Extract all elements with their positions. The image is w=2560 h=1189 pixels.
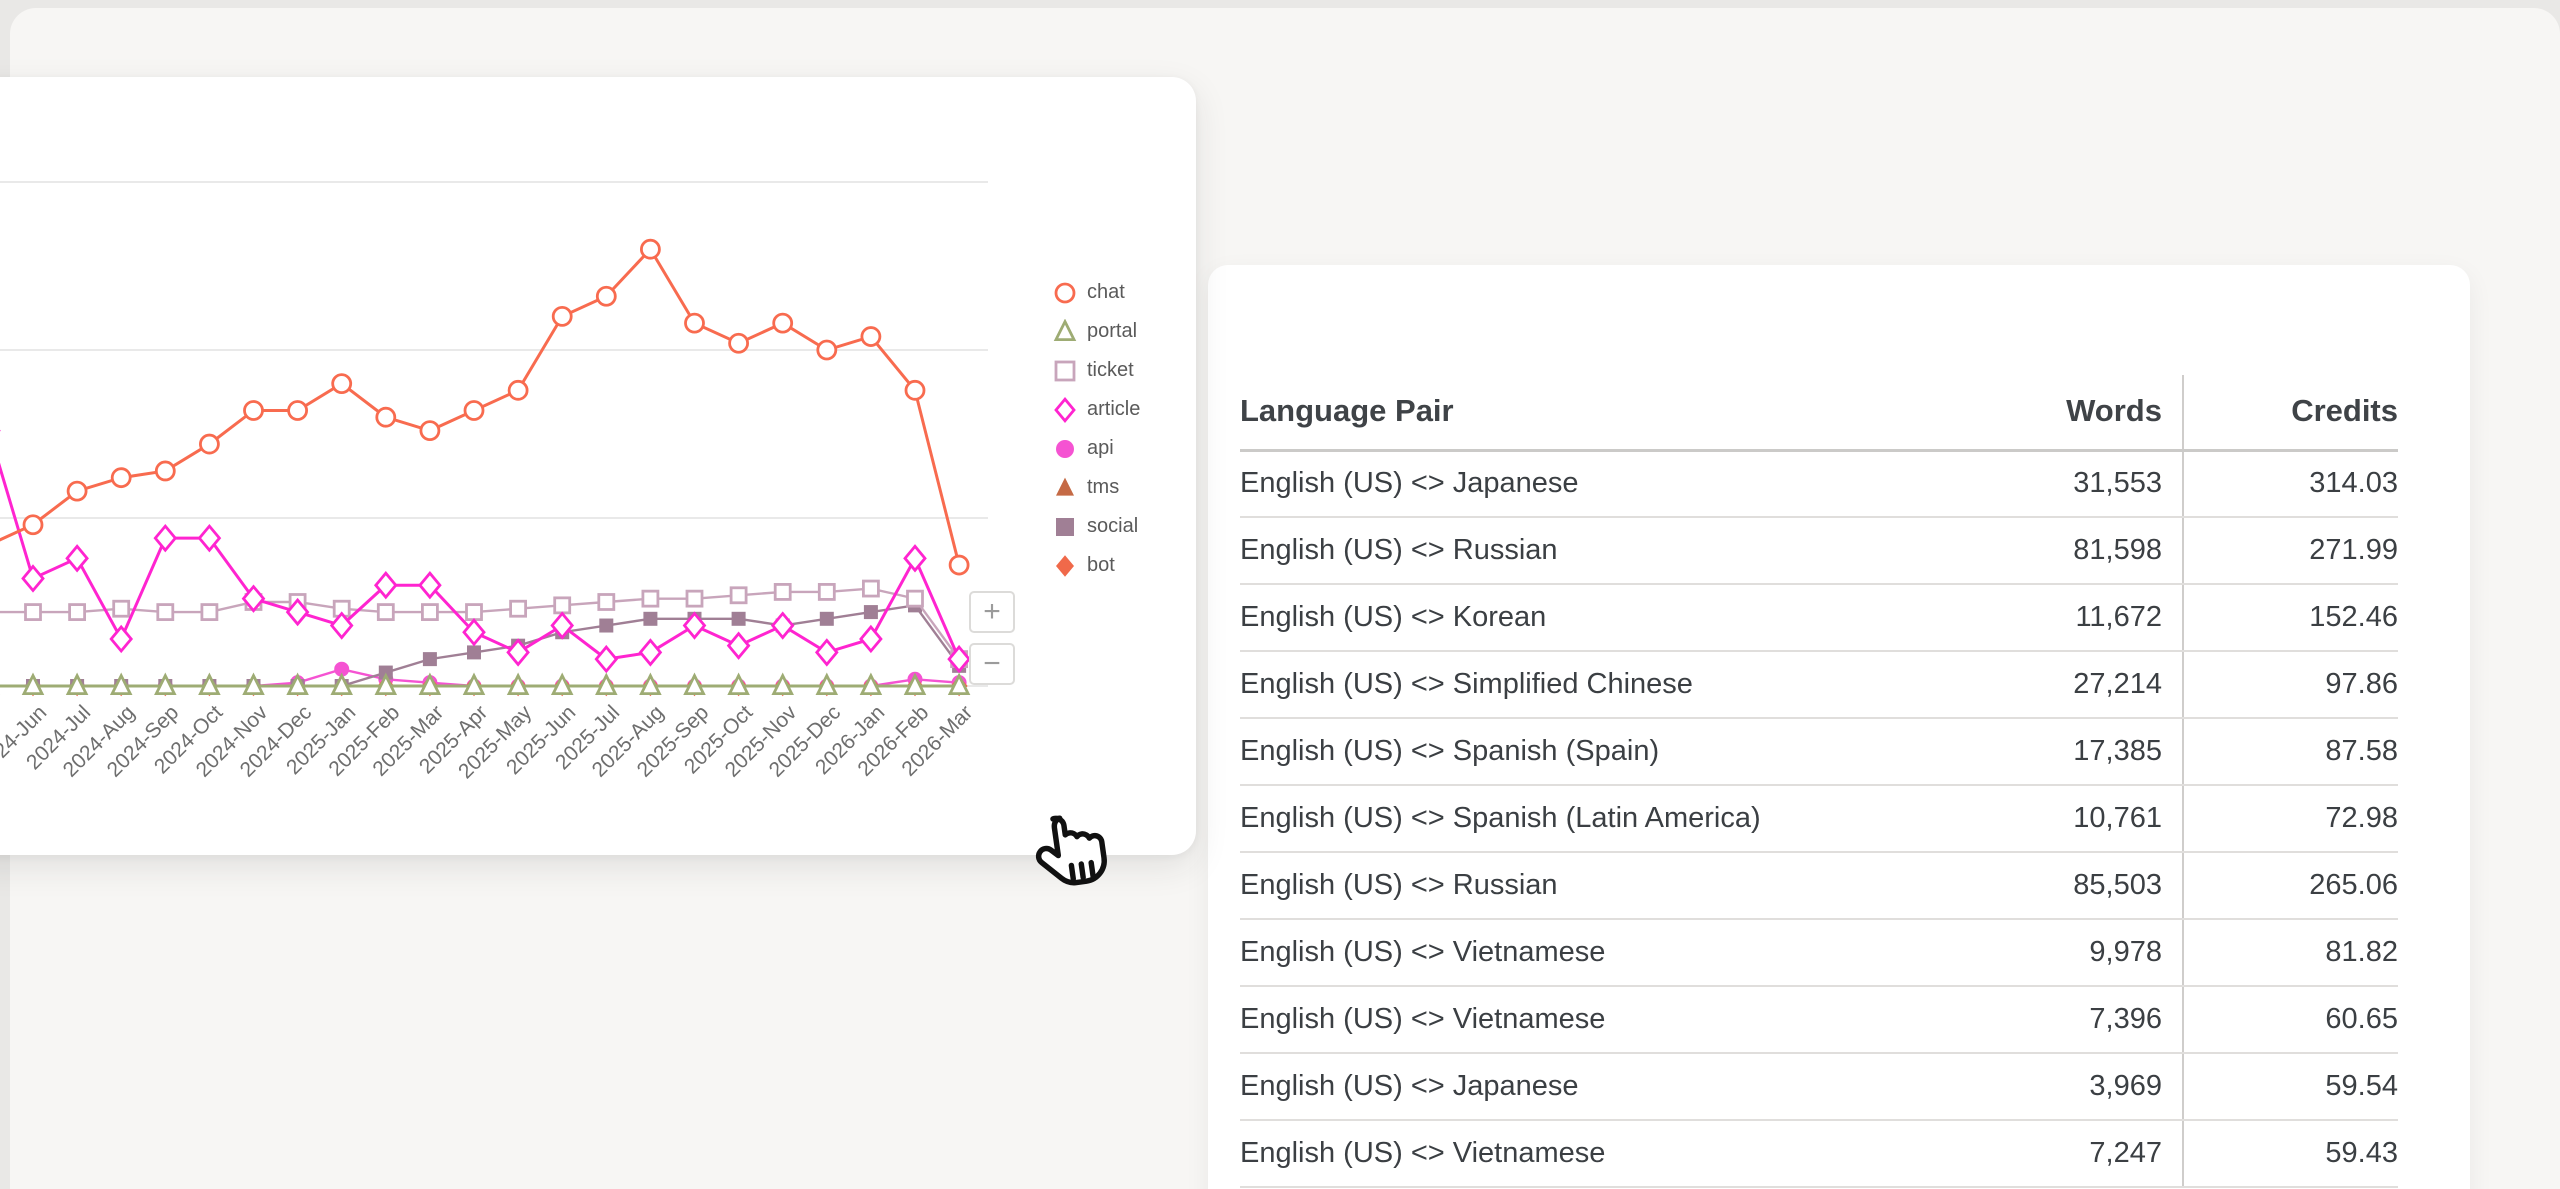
zoom-out-button[interactable]: − xyxy=(969,643,1015,685)
cell-credits: 59.43 xyxy=(2182,1120,2398,1188)
tms-marker-icon xyxy=(1056,477,1074,496)
legend-label: article xyxy=(1087,398,1141,420)
cell-language-pair: English (US) <> Spanish (Spain) xyxy=(1240,718,1953,786)
cell-words: 27,214 xyxy=(1953,651,2183,719)
api-marker-icon xyxy=(1056,439,1074,458)
cell-credits: 87.58 xyxy=(2182,718,2398,786)
cell-words: 3,969 xyxy=(1953,1053,2183,1121)
usage-line-chart xyxy=(0,181,988,697)
chat-marker-icon xyxy=(1054,282,1076,303)
cell-credits: 81.82 xyxy=(2182,919,2398,987)
table-header-row: Language Pair Words Credits xyxy=(1240,375,2398,452)
table-row: English (US) <> Vietnamese 7,396 60.65 xyxy=(1240,986,2398,1054)
language-pair-table-card: Language Pair Words Credits English (US)… xyxy=(1208,265,2470,1189)
table-row: English (US) <> Japanese 3,969 59.54 xyxy=(1240,1053,2398,1121)
table-row: English (US) <> Vietnamese 9,978 81.82 xyxy=(1240,919,2398,987)
legend-label: portal xyxy=(1087,320,1138,342)
series-portal xyxy=(0,672,971,696)
table-row: English (US) <> Simplified Chinese 27,214… xyxy=(1240,651,2398,719)
table-row: English (US) <> Vietnamese 7,247 59.43 xyxy=(1240,1120,2398,1188)
cell-language-pair: English (US) <> Vietnamese xyxy=(1240,919,1953,987)
cell-words: 81,598 xyxy=(1953,517,2183,585)
column-header-credits: Credits xyxy=(2182,375,2398,452)
cell-words: 11,672 xyxy=(1953,584,2183,652)
table-row: English (US) <> Spanish (Spain) 17,385 87.… xyxy=(1240,718,2398,786)
cell-words: 7,396 xyxy=(1953,986,2183,1054)
zoom-in-button[interactable]: + xyxy=(969,591,1015,633)
cell-words: 10,761 xyxy=(1953,785,2183,853)
series-article xyxy=(0,429,971,674)
cell-language-pair: English (US) <> Vietnamese xyxy=(1240,1120,1953,1188)
cell-credits: 72.98 xyxy=(2182,785,2398,853)
legend-item-bot[interactable]: bot xyxy=(1052,546,1140,585)
cell-language-pair: English (US) <> Japanese xyxy=(1240,1053,1953,1121)
cell-credits: 265.06 xyxy=(2182,852,2398,920)
series-ticket xyxy=(0,579,968,669)
ticket-marker-icon xyxy=(1054,360,1076,381)
legend-label: api xyxy=(1087,437,1114,459)
legend-item-chat[interactable]: chat xyxy=(1052,273,1140,312)
column-header-words: Words xyxy=(1953,375,2183,452)
cell-credits: 271.99 xyxy=(2182,517,2398,585)
legend-label: bot xyxy=(1087,554,1115,576)
legend-item-ticket[interactable]: ticket xyxy=(1052,351,1140,390)
cell-credits: 152.46 xyxy=(2182,584,2398,652)
usage-chart-card: 2024-Jun 2024-Jul 2024-Aug 2024-Sep 2024-Oct… xyxy=(0,77,1196,855)
cell-words: 85,503 xyxy=(1953,852,2183,920)
cell-language-pair: English (US) <> Simplified Chinese xyxy=(1240,651,1953,719)
portal-marker-icon xyxy=(1053,318,1077,341)
legend-label: tms xyxy=(1087,476,1120,498)
table-row: English (US) <> Russian 81,598 271.99 xyxy=(1240,517,2398,585)
cell-words: 31,553 xyxy=(1953,450,2183,518)
cell-credits: 59.54 xyxy=(2182,1053,2398,1121)
legend-item-tms[interactable]: tms xyxy=(1052,468,1140,507)
bot-marker-icon xyxy=(1056,554,1074,577)
series-chat xyxy=(0,238,970,576)
article-marker-icon xyxy=(1054,396,1076,423)
column-header-language-pair: Language Pair xyxy=(1240,375,1953,452)
table-row: English (US) <> Japanese 31,553 314.03 xyxy=(1240,450,2398,518)
cell-language-pair: English (US) <> Korean xyxy=(1240,584,1953,652)
cell-language-pair: English (US) <> Japanese xyxy=(1240,450,1953,518)
legend-label: ticket xyxy=(1087,359,1134,381)
legend-item-api[interactable]: api xyxy=(1052,429,1140,468)
legend-label: chat xyxy=(1087,281,1125,303)
cell-words: 9,978 xyxy=(1953,919,2183,987)
table-row: English (US) <> Spanish (Latin America) 1… xyxy=(1240,785,2398,853)
cell-words: 7,247 xyxy=(1953,1120,2183,1188)
cell-credits: 60.65 xyxy=(2182,986,2398,1054)
cell-language-pair: English (US) <> Russian xyxy=(1240,852,1953,920)
chart-legend: chat portal ticket article api tms social bot xyxy=(1052,273,1140,585)
cell-language-pair: English (US) <> Spanish (Latin America) xyxy=(1240,785,1953,853)
table-row: English (US) <> Russian 85,503 265.06 xyxy=(1240,852,2398,920)
cell-language-pair: English (US) <> Russian xyxy=(1240,517,1953,585)
social-marker-icon xyxy=(1056,517,1074,536)
cell-words: 17,385 xyxy=(1953,718,2183,786)
legend-label: social xyxy=(1087,515,1139,537)
cell-credits: 97.86 xyxy=(2182,651,2398,719)
table-row: English (US) <> Korean 11,672 152.46 xyxy=(1240,584,2398,652)
cell-credits: 314.03 xyxy=(2182,450,2398,518)
language-pair-table: Language Pair Words Credits English (US)… xyxy=(1240,375,2398,1188)
cell-language-pair: English (US) <> Vietnamese xyxy=(1240,986,1953,1054)
legend-item-article[interactable]: article xyxy=(1052,390,1140,429)
legend-item-social[interactable]: social xyxy=(1052,507,1140,546)
legend-item-portal[interactable]: portal xyxy=(1052,312,1140,351)
